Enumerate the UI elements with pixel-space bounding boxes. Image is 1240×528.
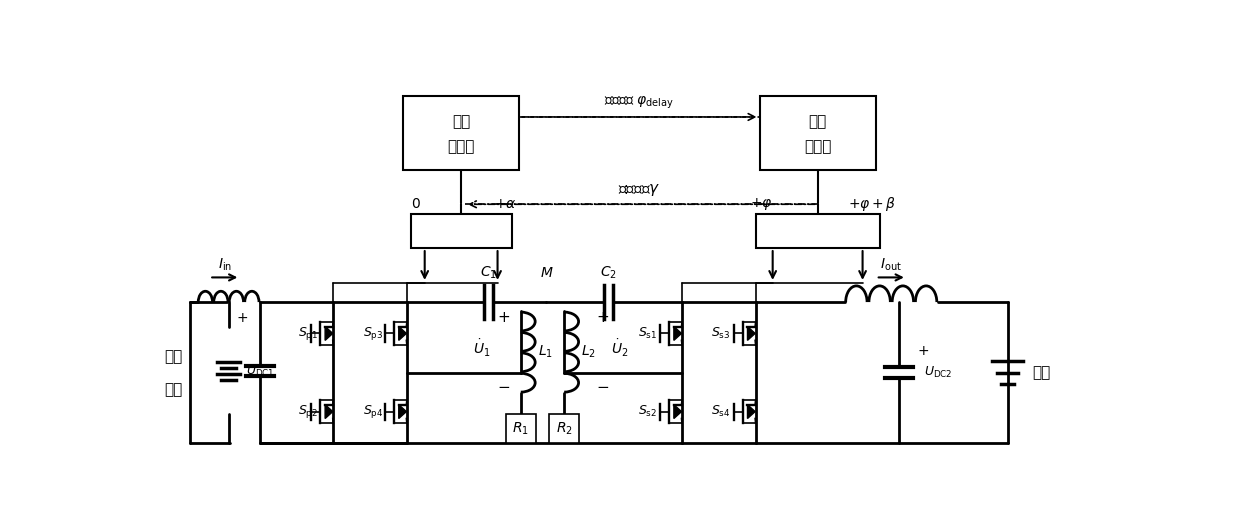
Text: 直流: 直流 bbox=[164, 350, 182, 365]
Bar bbox=[410, 213, 511, 248]
Bar bbox=[506, 414, 536, 443]
Text: $S_{\rm s2}$: $S_{\rm s2}$ bbox=[637, 404, 657, 419]
Polygon shape bbox=[399, 326, 407, 341]
Polygon shape bbox=[325, 326, 332, 341]
Bar bbox=[755, 213, 879, 248]
Text: $\dot{U}_2$: $\dot{U}_2$ bbox=[611, 338, 629, 359]
Text: +: + bbox=[918, 344, 930, 358]
Text: $L_1$: $L_1$ bbox=[538, 344, 553, 360]
Text: $S_{\rm p4}$: $S_{\rm p4}$ bbox=[363, 403, 383, 420]
Text: 原边: 原边 bbox=[453, 115, 470, 129]
Text: 电网: 电网 bbox=[164, 382, 182, 397]
Text: $U_{\rm DC1}$: $U_{\rm DC1}$ bbox=[246, 363, 274, 379]
Text: $L_2$: $L_2$ bbox=[582, 344, 596, 360]
Text: $M$: $M$ bbox=[539, 266, 553, 280]
Text: $0$: $0$ bbox=[412, 197, 422, 211]
Text: +: + bbox=[596, 310, 609, 325]
Text: $I_{\rm out}$: $I_{\rm out}$ bbox=[880, 257, 903, 274]
Polygon shape bbox=[748, 326, 755, 341]
Text: $U_{\rm DC2}$: $U_{\rm DC2}$ bbox=[924, 365, 952, 380]
Polygon shape bbox=[673, 326, 682, 341]
Text: $-$: $-$ bbox=[497, 378, 511, 393]
Text: 电池: 电池 bbox=[1033, 365, 1050, 380]
Text: $C_2$: $C_2$ bbox=[600, 265, 616, 281]
Text: $S_{\rm p2}$: $S_{\rm p2}$ bbox=[298, 403, 317, 420]
Text: 副边: 副边 bbox=[808, 115, 827, 129]
Text: $\dot{U}_1$: $\dot{U}_1$ bbox=[474, 338, 491, 359]
Text: $C_1$: $C_1$ bbox=[480, 265, 497, 281]
Text: $R_2$: $R_2$ bbox=[556, 420, 573, 437]
Text: $R_1$: $R_1$ bbox=[512, 420, 529, 437]
Bar bbox=[549, 414, 579, 443]
Bar bbox=[403, 97, 520, 169]
Text: +: + bbox=[497, 310, 510, 325]
Text: 外移相角$\gamma$: 外移相角$\gamma$ bbox=[618, 182, 661, 199]
Text: $+\varphi$: $+\varphi$ bbox=[750, 196, 773, 212]
Text: $S_{\rm s3}$: $S_{\rm s3}$ bbox=[711, 326, 730, 341]
Text: $S_{\rm p1}$: $S_{\rm p1}$ bbox=[298, 325, 317, 342]
Text: $S_{\rm s1}$: $S_{\rm s1}$ bbox=[637, 326, 657, 341]
Text: 控制器: 控制器 bbox=[804, 139, 831, 154]
Text: $+\varphi+\beta$: $+\varphi+\beta$ bbox=[848, 195, 897, 213]
Text: $+\alpha$: $+\alpha$ bbox=[494, 197, 517, 211]
Text: $-$: $-$ bbox=[596, 378, 610, 393]
Text: $I_{\rm in}$: $I_{\rm in}$ bbox=[218, 257, 232, 274]
Polygon shape bbox=[673, 404, 682, 419]
Polygon shape bbox=[399, 404, 407, 419]
Text: 控制器: 控制器 bbox=[448, 139, 475, 154]
Text: +: + bbox=[237, 311, 248, 325]
Text: 通信延迟 $\varphi_{\rm delay}$: 通信延迟 $\varphi_{\rm delay}$ bbox=[604, 95, 675, 111]
Text: $S_{\rm s4}$: $S_{\rm s4}$ bbox=[711, 404, 730, 419]
Text: $S_{\rm p3}$: $S_{\rm p3}$ bbox=[363, 325, 383, 342]
Polygon shape bbox=[748, 404, 755, 419]
Polygon shape bbox=[325, 404, 332, 419]
Bar bbox=[759, 97, 875, 169]
